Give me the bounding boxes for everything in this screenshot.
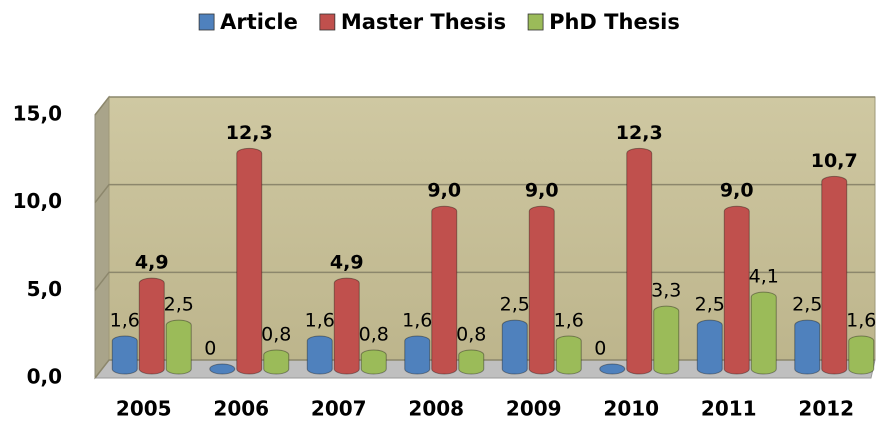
x-tick-label: 2009	[506, 397, 562, 421]
bar	[209, 363, 236, 375]
legend-item: Master Thesis	[319, 10, 506, 34]
bar	[111, 335, 138, 375]
bar	[821, 175, 848, 375]
bar	[236, 147, 263, 375]
y-tick-label: 10,0	[13, 189, 62, 213]
data-label: 0	[594, 338, 606, 360]
bar	[431, 205, 458, 375]
bar	[653, 305, 680, 375]
data-label: 9,0	[427, 180, 461, 202]
data-label: 0,8	[261, 323, 291, 345]
data-label: 1,6	[402, 309, 432, 331]
x-tick-label: 2006	[213, 397, 269, 421]
legend-label: PhD Thesis	[549, 10, 680, 34]
data-label: 2,5	[500, 294, 530, 316]
legend-swatch	[319, 13, 336, 31]
bar	[458, 349, 485, 375]
data-label: 1,6	[305, 309, 335, 331]
bar	[696, 319, 723, 375]
x-tick-label: 2010	[603, 397, 659, 421]
bar	[333, 277, 360, 375]
x-tick-label: 2011	[701, 397, 757, 421]
data-label: 12,3	[616, 122, 663, 144]
data-label: 0,8	[359, 323, 389, 345]
data-label: 0,8	[456, 323, 486, 345]
bar	[263, 349, 290, 375]
bar	[599, 363, 626, 375]
bar	[848, 335, 875, 375]
x-tick-label: 2012	[798, 397, 854, 421]
data-label: 12,3	[226, 122, 273, 144]
grid-line	[94, 359, 875, 379]
data-label: 3,3	[651, 280, 681, 302]
bar	[360, 349, 387, 375]
data-label: 2,5	[792, 294, 822, 316]
grid-line	[94, 183, 875, 204]
grid-line	[94, 96, 875, 116]
bar	[723, 205, 750, 375]
data-label: 4,1	[749, 266, 779, 288]
side-wall	[94, 95, 110, 380]
x-tick-label: 2007	[311, 397, 367, 421]
legend-label: Master Thesis	[341, 10, 506, 34]
x-tick-label: 2008	[408, 397, 464, 421]
data-label: 4,9	[135, 252, 169, 274]
legend-item: Article	[198, 10, 298, 34]
data-label: 1,6	[846, 309, 876, 331]
data-label: 9,0	[720, 180, 754, 202]
bar	[404, 335, 431, 375]
bar	[750, 291, 777, 375]
bar	[626, 147, 653, 375]
legend-label: Article	[220, 10, 298, 34]
bar	[138, 277, 165, 375]
bar	[794, 319, 821, 375]
bar	[165, 319, 192, 375]
y-tick-label: 0,0	[27, 365, 62, 389]
data-label: 2,5	[164, 294, 194, 316]
bar	[501, 319, 528, 375]
bar	[555, 335, 582, 375]
x-tick-label: 2005	[116, 397, 172, 421]
data-label: 9,0	[525, 180, 559, 202]
legend-swatch	[527, 13, 544, 31]
legend-item: PhD Thesis	[527, 10, 680, 34]
y-tick-label: 5,0	[27, 277, 62, 301]
data-label: 1,6	[554, 309, 584, 331]
legend-swatch	[198, 13, 215, 31]
data-label: 0	[204, 338, 216, 360]
data-label: 1,6	[110, 309, 140, 331]
bar	[528, 205, 555, 375]
data-label: 2,5	[695, 294, 725, 316]
data-label: 4,9	[330, 252, 364, 274]
y-tick-label: 15,0	[13, 102, 62, 126]
grid-line	[94, 271, 875, 291]
bar	[306, 335, 333, 375]
data-label: 10,7	[811, 150, 858, 172]
